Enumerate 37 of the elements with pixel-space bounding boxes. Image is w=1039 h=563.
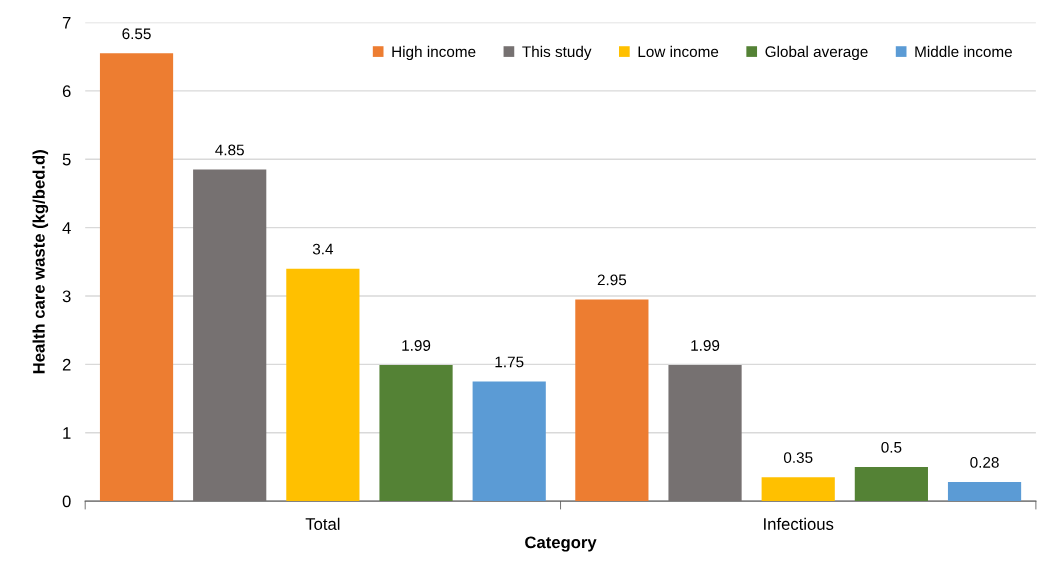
data-label: 1.99 bbox=[691, 340, 720, 351]
bar bbox=[854, 466, 928, 502]
bar bbox=[193, 169, 267, 502]
y-axis-title: Health care waste (kg/bed.d) bbox=[32, 150, 49, 374]
y-tick-label: 6 bbox=[62, 85, 71, 98]
data-label: 0.35 bbox=[783, 452, 813, 464]
bar bbox=[379, 365, 453, 502]
data-label: 3.4 bbox=[312, 243, 334, 255]
y-tick-label: 7 bbox=[62, 17, 71, 29]
data-label: 2.95 bbox=[597, 274, 627, 286]
y-tick-label: 3 bbox=[62, 290, 71, 303]
bar bbox=[286, 268, 360, 502]
y-tick-label: 1 bbox=[63, 427, 71, 439]
y-tick-label: 4 bbox=[62, 222, 71, 234]
data-label: 4.85 bbox=[215, 144, 244, 156]
y-tick-label: 2 bbox=[62, 358, 71, 371]
bar bbox=[99, 53, 174, 502]
data-label: 0.28 bbox=[970, 456, 999, 468]
bar bbox=[575, 299, 649, 502]
data-label: 0.5 bbox=[881, 441, 902, 453]
x-axis-title: Category bbox=[525, 536, 597, 552]
x-tick-label: Infectious bbox=[764, 517, 834, 530]
x-tick-label: Total bbox=[305, 517, 340, 530]
bar bbox=[668, 365, 742, 502]
data-label: 6.55 bbox=[122, 28, 151, 40]
legend-label: Low income bbox=[638, 45, 719, 58]
bar bbox=[472, 381, 546, 502]
legend-label: This study bbox=[522, 45, 592, 61]
y-tick-label: 0 bbox=[62, 495, 71, 508]
data-label: 1.99 bbox=[402, 340, 431, 351]
legend-label: High income bbox=[392, 45, 476, 61]
legend-label: Global average bbox=[765, 45, 868, 61]
data-label: 1.75 bbox=[495, 356, 524, 368]
bar bbox=[761, 477, 835, 502]
legend-label: Middle income bbox=[915, 45, 1012, 58]
bar bbox=[947, 481, 1022, 502]
y-tick-label: 5 bbox=[62, 153, 71, 166]
